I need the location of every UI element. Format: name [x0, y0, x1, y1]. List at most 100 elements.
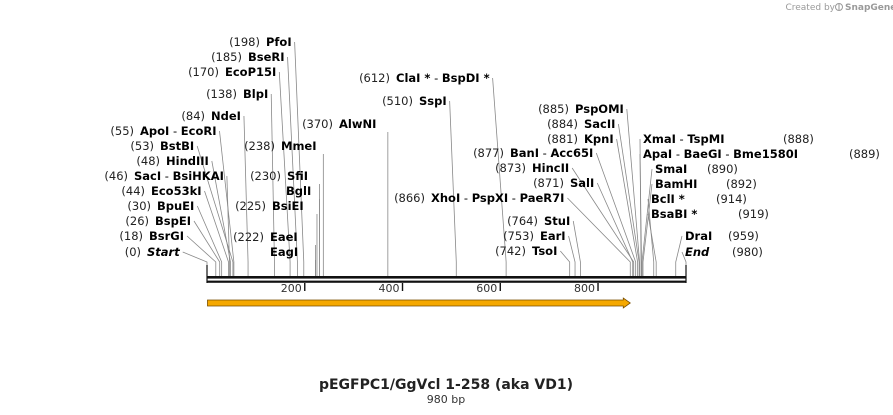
enzyme-hindiii: HindIII [166, 154, 209, 168]
site-label-pspomi: (885) PspOMI [538, 102, 624, 116]
enzyme-name: StuI [544, 214, 570, 228]
site-position: (889) [849, 147, 880, 161]
site-position: (753) [503, 229, 534, 243]
leader-line [616, 138, 639, 276]
site-position: (370) [302, 117, 333, 131]
enzyme-bani: BanI [510, 146, 539, 160]
site-position: (881) [547, 132, 578, 146]
leader-line [278, 71, 291, 276]
leader-line [596, 182, 634, 276]
site-position: (84) [181, 109, 205, 123]
enzyme-name: BclI * [651, 192, 685, 206]
site-position: (44) [121, 184, 145, 198]
enzyme-ndei: NdeI [211, 109, 241, 123]
enzyme-bstbi: BstBI [160, 139, 194, 153]
map-title: pEGFPC1/GgVcl 1-258 (aka VD1) [319, 377, 573, 393]
site-position: (225) [235, 199, 266, 213]
enzyme-bsihkai: BsiHKAI [173, 169, 224, 183]
site-position: (885) [538, 102, 569, 116]
enzyme-name: SmaI [655, 162, 687, 176]
enzyme-bamhi: BamHI [655, 177, 697, 191]
site-position: (873) [495, 161, 526, 175]
enzyme-name: PspOMI [575, 102, 624, 116]
site-position: (980) [732, 245, 763, 259]
site-position: (48) [136, 154, 160, 168]
enzyme-name: BseRI [248, 50, 285, 64]
dna-bottom-strand [207, 280, 686, 283]
site-position: (26) [125, 214, 149, 228]
site-label-bamhi: BamHI (892) [655, 177, 757, 191]
enzyme-xmai: XmaI [643, 132, 676, 146]
enzyme-smai: SmaI [655, 162, 687, 176]
enzyme-name: Eco53kI [151, 184, 202, 198]
enzyme-start: Start [147, 245, 180, 259]
enzyme-name: MmeI [281, 139, 317, 153]
enzyme-sfii: SfiI [287, 169, 308, 183]
enzyme-name: BsaBI * [651, 207, 697, 221]
site-position: (185) [211, 50, 242, 64]
enzyme-name: SspI [419, 94, 447, 108]
enzyme-blpi: BlpI [243, 87, 268, 101]
site-label-drai: DraI (959) [685, 229, 759, 243]
site-label-xmai: XmaI - TspMI (888) [643, 132, 814, 146]
site-label-start: (0) Start [125, 245, 181, 259]
enzyme-apoi: ApoI [140, 124, 169, 138]
enzyme-name: EarI [540, 229, 566, 243]
enzyme-name: EaeI [270, 230, 298, 244]
enzyme-name: PfoI [266, 35, 292, 49]
dna-backbone [206, 265, 687, 283]
site-label-smai: SmaI (890) [655, 162, 738, 176]
site-label-ecop15i: (170) EcoP15I [188, 65, 276, 79]
feature-arrow-shape [207, 297, 631, 309]
site-label-sali: (871) SalI [533, 176, 594, 190]
enzyme-eagi: EagI [270, 245, 298, 259]
enzyme-name: DraI [685, 229, 712, 243]
name-separator: - [672, 147, 683, 161]
enzyme-xhoi: XhoI [431, 191, 460, 205]
site-position: (884) [547, 117, 578, 131]
site-position: (890) [707, 162, 738, 176]
ruler-tick-label: 400 [379, 282, 400, 295]
leader-line [572, 220, 581, 276]
site-label-bsabi: BsaBI * (919) [651, 207, 769, 221]
ruler-ticks: 200 400 600 800 [281, 282, 599, 295]
enzyme-acc65i: Acc65I [550, 146, 593, 160]
enzyme-sali: SalI [570, 176, 594, 190]
site-position: (198) [229, 35, 260, 49]
site-position: (764) [507, 214, 538, 228]
enzyme-stui: StuI [544, 214, 570, 228]
ruler-tick-label: 800 [574, 282, 595, 295]
map-length: 980 bp [427, 393, 465, 406]
enzyme-name: HincII [532, 161, 569, 175]
site-label-bsrgi: (18) BsrGI [119, 229, 184, 243]
enzyme-kpni: KpnI [584, 132, 614, 146]
feature-arrow [207, 297, 631, 309]
leader-line [675, 235, 683, 276]
enzyme-bsabi: BsaBI * [651, 207, 697, 221]
site-position: (46) [104, 169, 128, 183]
site-label-sfii: (230) SfiI [250, 169, 308, 183]
leader-line [618, 123, 640, 276]
site-label-bsiei: (225) BsiEI [235, 199, 304, 213]
site-label-bspei: (26) BspEI [125, 214, 191, 228]
name-separator: - [539, 146, 550, 160]
site-label-bcli: BclI * (914) [651, 192, 747, 206]
leader-line [219, 130, 235, 276]
enzyme-name: BpuEI [157, 199, 194, 213]
site-label-hindiii: (48) HindIII [136, 154, 208, 168]
site-position: (230) [250, 169, 281, 183]
enzyme-name: SacII [584, 117, 615, 131]
site-position: (866) [394, 191, 425, 205]
site-label-sspi: (510) SspI [382, 94, 447, 108]
enzyme-name: SacI - BsiHKAI [134, 169, 224, 183]
site-position: (888) [783, 132, 814, 146]
enzyme-paer7i: PaeR7I [520, 191, 565, 205]
leader-line [647, 198, 655, 276]
enzyme-name: BlpI [243, 87, 268, 101]
site-position: (0) [125, 245, 141, 259]
name-separator: - [722, 147, 733, 161]
enzyme-name: SfiI [287, 169, 308, 183]
site-position: (170) [188, 65, 219, 79]
enzyme-mmei: MmeI [281, 139, 317, 153]
enzyme-name: Start [147, 245, 180, 259]
